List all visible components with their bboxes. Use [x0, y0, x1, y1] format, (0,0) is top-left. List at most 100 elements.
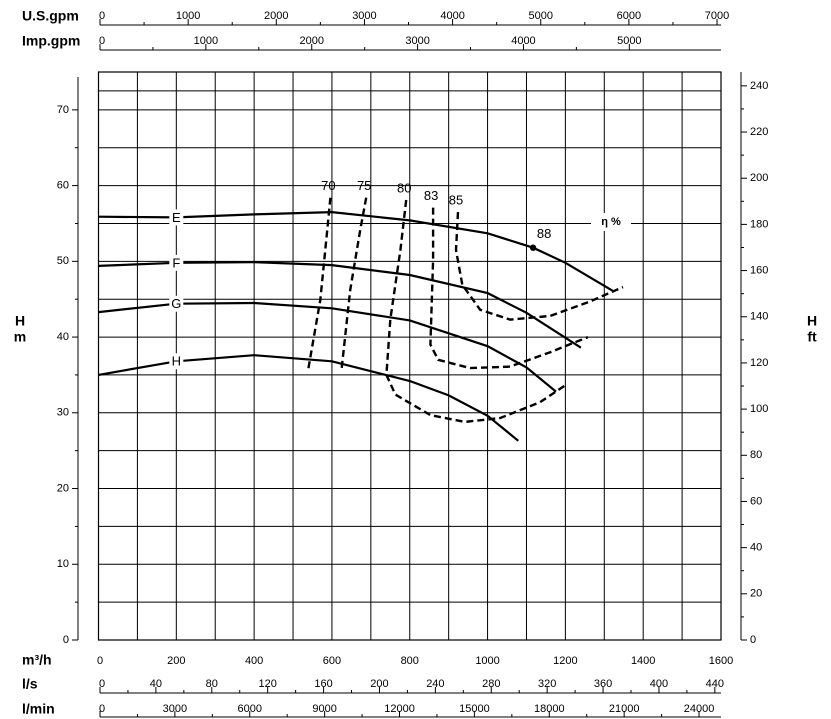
label-bg — [591, 213, 631, 231]
pump-curve — [98, 260, 582, 349]
efficiency-curve — [340, 197, 368, 373]
extra-x-tick-label: 1000 — [176, 10, 200, 22]
efficiency-label: 83 — [424, 188, 438, 203]
y2-tick-label: 80 — [750, 449, 762, 461]
y2-title: H — [807, 313, 817, 329]
extra-x-tick-label: 3000 — [352, 10, 376, 22]
y-tick-label: 0 — [63, 634, 69, 646]
extra-x-tick-label: 18000 — [534, 703, 565, 715]
extra-x-tick-label: 120 — [259, 678, 277, 690]
extra-x-tick-label: 400 — [650, 678, 668, 690]
x-tick-label: 200 — [167, 655, 185, 667]
pump-curve — [98, 354, 519, 442]
extra-x-tick-label: 24000 — [684, 703, 715, 715]
extra-x-tick-label: 1000 — [194, 35, 218, 47]
extra-x-tick-label: 320 — [538, 678, 556, 690]
y-tick-label: 60 — [57, 180, 69, 192]
efficiency-title: η % — [601, 216, 621, 228]
x-tick-label: 400 — [245, 655, 263, 667]
axis-unit-label: U.S.gpm — [22, 8, 79, 24]
label-bg — [169, 295, 184, 312]
extra-x-tick-label: 0 — [99, 10, 105, 22]
extra-x-tick-label: 0 — [99, 703, 105, 715]
x-title: m³/h — [22, 652, 52, 668]
efficiency-label: 80 — [397, 180, 411, 195]
curve-label: G — [171, 296, 181, 311]
efficiency-label: 85 — [449, 193, 463, 208]
extra-x-tick-label: 2000 — [299, 35, 323, 47]
x-tick-label: 0 — [97, 655, 103, 667]
efficiency-curve — [429, 207, 589, 370]
extra-x-tick-label: 12000 — [384, 703, 415, 715]
extra-x-tick-label: 21000 — [609, 703, 640, 715]
y2-tick-label: 60 — [750, 495, 762, 507]
y2-tick-label: 180 — [750, 218, 768, 230]
extra-x-tick-label: 5000 — [617, 35, 641, 47]
extra-x-tick-label: 6000 — [238, 703, 262, 715]
curve-label: H — [172, 354, 181, 369]
efficiency-label: 75 — [357, 178, 371, 193]
efficiency-point — [529, 244, 537, 251]
extra-x-tick-label: 15000 — [459, 703, 490, 715]
efficiency-curve — [454, 212, 624, 321]
label-bg — [169, 209, 184, 226]
extra-x-tick-label: 160 — [314, 678, 332, 690]
y2-tick-label: 0 — [750, 634, 756, 646]
y2-tick-label: 240 — [750, 80, 768, 92]
y-unit: m — [14, 329, 26, 345]
curve-label: E — [172, 210, 181, 225]
extra-x-tick-label: 5000 — [528, 10, 552, 22]
extra-x-tick-label: 9000 — [312, 703, 336, 715]
y2-tick-label: 120 — [750, 357, 768, 369]
x-tick-label: 600 — [323, 655, 341, 667]
extra-x-tick-label: 3000 — [163, 703, 187, 715]
extra-x-tick-label: 200 — [370, 678, 388, 690]
extra-x-tick-label: 40 — [150, 678, 162, 690]
axis-unit-label: Imp.gpm — [22, 33, 80, 49]
y-tick-label: 10 — [57, 558, 69, 570]
efficiency-curve — [307, 197, 332, 370]
x-tick-label: 1400 — [631, 655, 655, 667]
y-title: H — [15, 313, 25, 329]
efficiency-curve — [385, 199, 566, 424]
y2-tick-label: 160 — [750, 264, 768, 276]
extra-x-tick-label: 2000 — [264, 10, 288, 22]
y-tick-label: 70 — [57, 104, 69, 116]
efficiency-label: 70 — [321, 178, 335, 193]
extra-x-tick-label: 0 — [99, 678, 105, 690]
y2-tick-label: 20 — [750, 588, 762, 600]
label-bg — [169, 353, 184, 370]
y-tick-label: 20 — [57, 482, 69, 494]
axis-unit-label: l/s — [22, 676, 38, 692]
extra-x-tick-label: 440 — [706, 678, 724, 690]
plot-frame — [97, 71, 722, 641]
extra-x-tick-label: 360 — [594, 678, 612, 690]
pump-curve — [98, 210, 615, 293]
y2-tick-label: 140 — [750, 311, 768, 323]
y2-tick-label: 200 — [750, 172, 768, 184]
x-tick-label: 800 — [401, 655, 419, 667]
extra-x-tick-label: 240 — [426, 678, 444, 690]
efficiency-label: 88 — [537, 226, 551, 241]
y2-tick-label: 40 — [750, 542, 762, 554]
axis-unit-label: l/min — [22, 701, 55, 717]
y2-unit: ft — [807, 329, 817, 345]
x-tick-label: 1200 — [553, 655, 577, 667]
extra-x-tick-label: 4000 — [511, 35, 535, 47]
x-tick-label: 1600 — [709, 655, 733, 667]
curve-label: F — [172, 255, 180, 270]
extra-x-tick-label: 3000 — [405, 35, 429, 47]
extra-x-tick-label: 4000 — [440, 10, 464, 22]
y2-tick-label: 100 — [750, 403, 768, 415]
extra-x-tick-label: 80 — [206, 678, 218, 690]
label-bg — [169, 254, 184, 271]
extra-x-tick-label: 0 — [99, 35, 105, 47]
extra-x-tick-label: 280 — [482, 678, 500, 690]
extra-x-tick-label: 6000 — [617, 10, 641, 22]
y-tick-label: 30 — [57, 407, 69, 419]
y-tick-label: 50 — [57, 255, 69, 267]
y-tick-label: 40 — [57, 331, 69, 343]
extra-x-tick-label: 7000 — [705, 10, 729, 22]
x-tick-label: 1000 — [475, 655, 499, 667]
